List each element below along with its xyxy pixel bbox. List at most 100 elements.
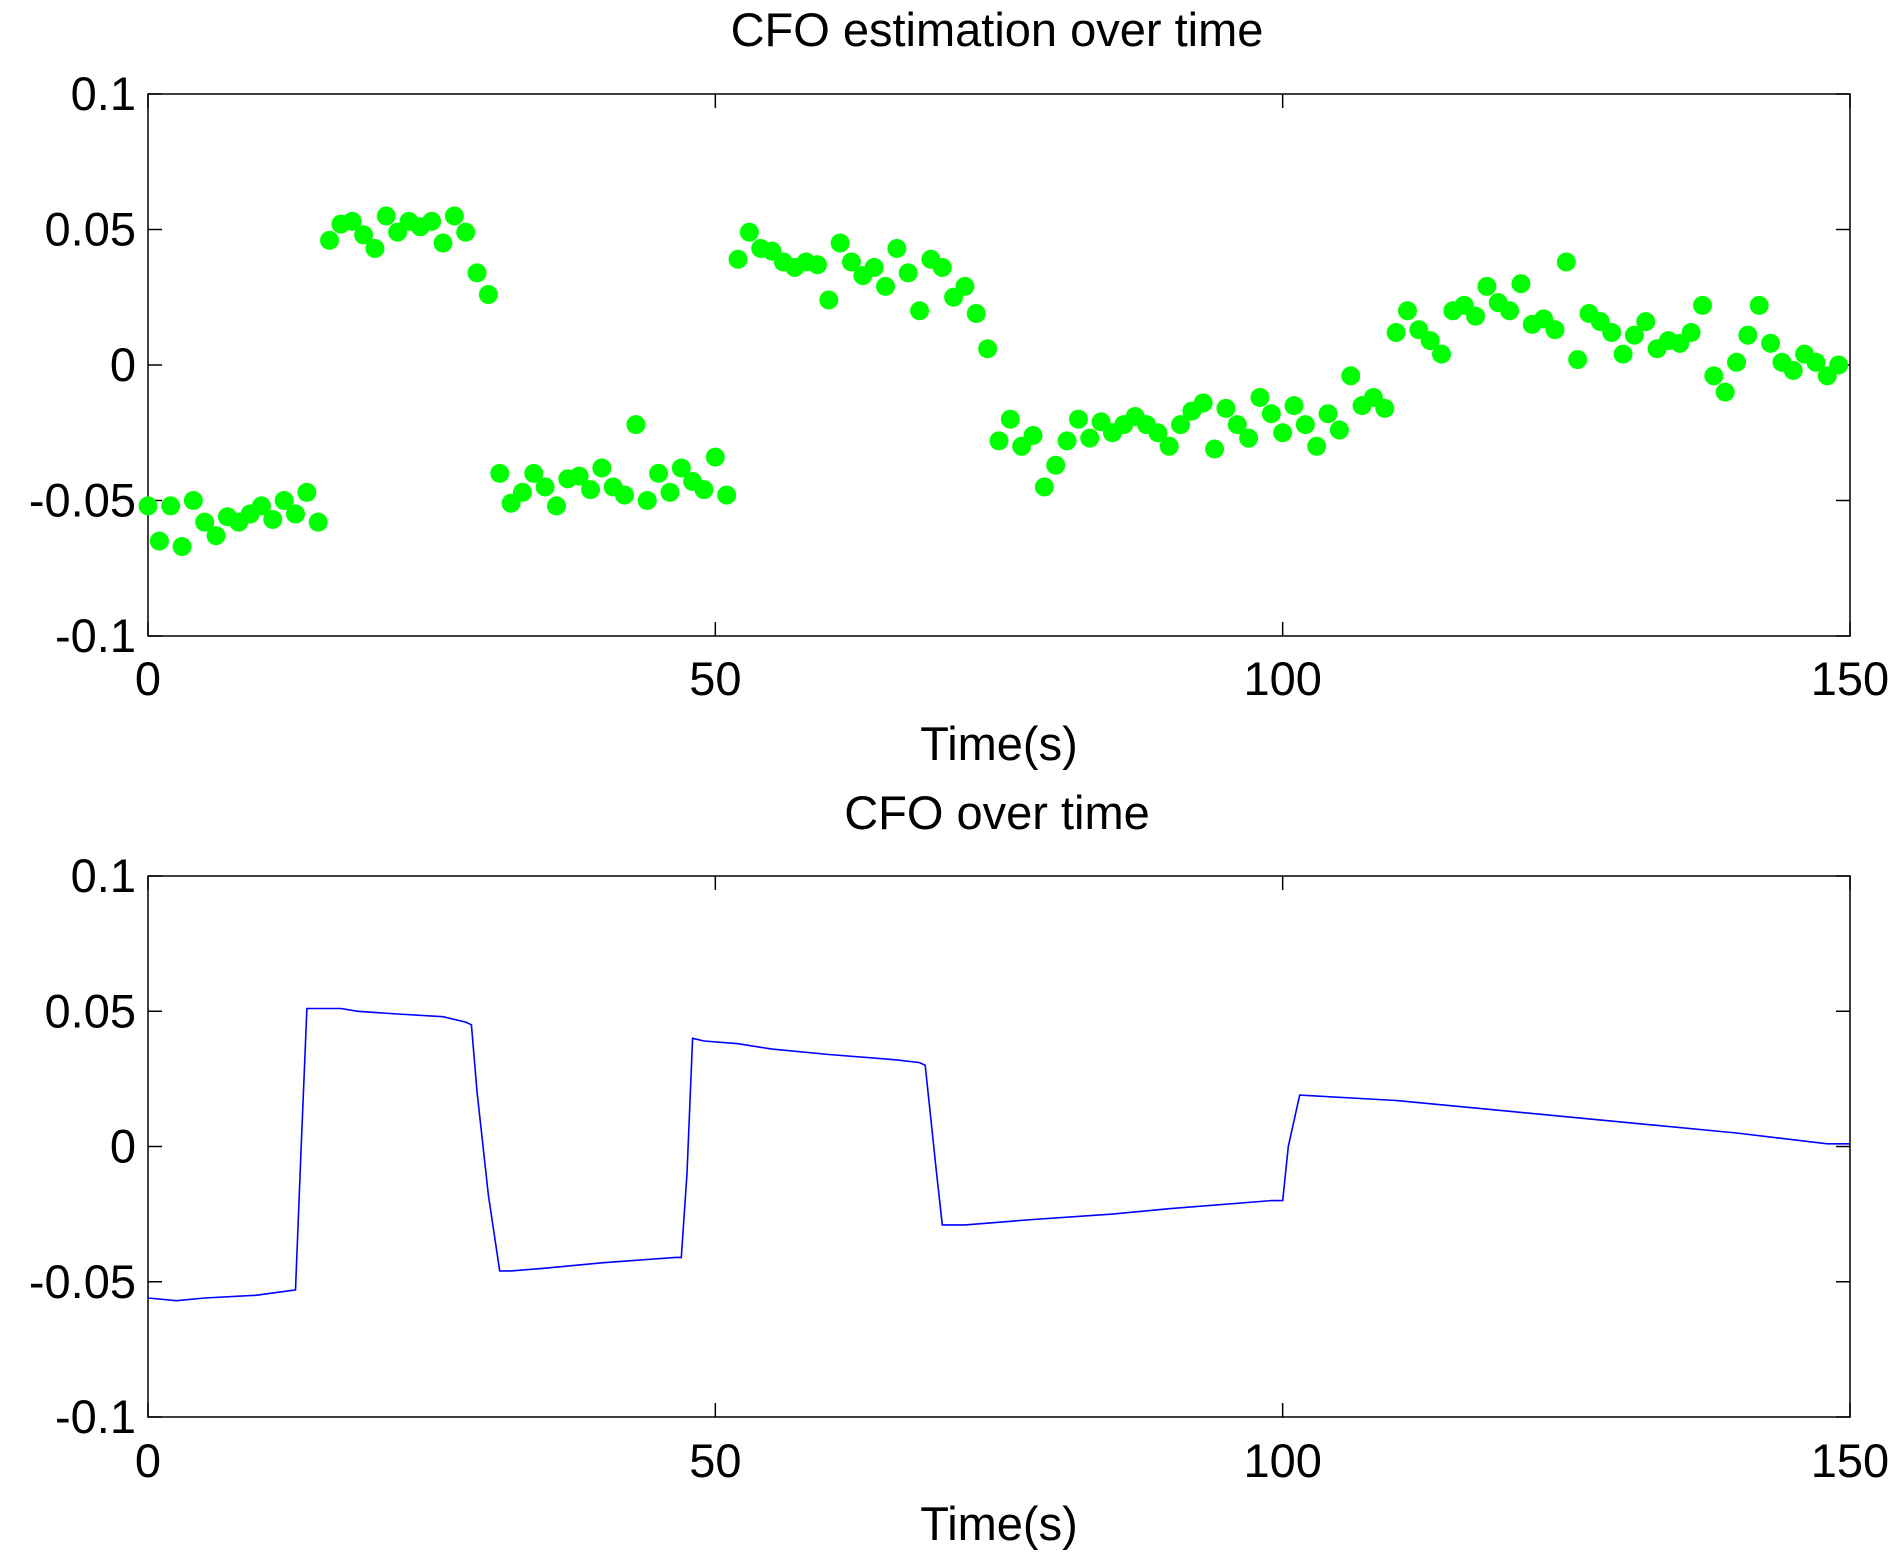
- data-point: [694, 480, 714, 500]
- y-tick-label: 0.05: [45, 984, 136, 1037]
- y-tick-label: -0.05: [29, 1255, 136, 1308]
- tick-group: 0 50 100 150 0.1 0.05 0 -0.05 -0.1: [29, 67, 1889, 705]
- data-point: [739, 222, 759, 242]
- data-point: [1193, 393, 1213, 413]
- data-point: [1738, 325, 1758, 345]
- data-point: [1057, 431, 1077, 451]
- data-point: [1318, 404, 1338, 424]
- data-point: [1692, 295, 1712, 315]
- data-point: [149, 531, 169, 551]
- data-point: [592, 458, 612, 478]
- line-series: [147, 1007, 1850, 1302]
- data-point: [1420, 331, 1440, 351]
- data-point: [195, 512, 215, 532]
- x-axis-label: Time(s): [920, 717, 1078, 770]
- data-point: [1329, 420, 1349, 440]
- data-point: [1829, 355, 1849, 375]
- data-point: [172, 537, 192, 557]
- data-point: [1500, 301, 1520, 321]
- data-point: [274, 491, 294, 510]
- y-tick-label: 0.1: [71, 849, 136, 902]
- data-point: [490, 463, 510, 483]
- data-point: [546, 496, 566, 516]
- data-point: [1624, 325, 1644, 345]
- data-point: [1261, 404, 1281, 424]
- data-point: [512, 482, 532, 502]
- data-point: [1171, 415, 1191, 435]
- data-point: [1636, 312, 1656, 332]
- data-point: [615, 485, 635, 505]
- data-point: [365, 238, 385, 258]
- axes-box: [147, 93, 1851, 637]
- data-point: [308, 512, 328, 532]
- y-tick-label: -0.1: [55, 1390, 136, 1443]
- data-point: [717, 485, 737, 505]
- data-point: [206, 526, 226, 546]
- data-point: [626, 415, 646, 435]
- data-point: [1806, 352, 1826, 372]
- data-point: [342, 211, 362, 231]
- data-point: [569, 466, 589, 486]
- axes-box: [147, 875, 1851, 1418]
- data-point: [1761, 333, 1781, 353]
- x-tick-label: 50: [689, 1434, 741, 1487]
- series-line: [147, 1007, 1850, 1302]
- data-point: [671, 458, 691, 478]
- data-point: [422, 211, 442, 231]
- cfo-line-subplot: CFO over time 0 50 100 150 0.1 0.05 0 -0.05 -0.1…: [29, 786, 1889, 1550]
- data-point: [1295, 415, 1315, 435]
- y-tick-label: 0.1: [71, 67, 136, 120]
- data-point: [263, 509, 283, 529]
- data-point: [1341, 366, 1361, 386]
- data-point: [989, 431, 1009, 451]
- data-point: [1239, 428, 1259, 448]
- data-point: [467, 263, 487, 283]
- data-point: [966, 304, 986, 324]
- x-tick-label: 150: [1811, 1434, 1889, 1487]
- data-point: [138, 496, 158, 516]
- data-point: [286, 504, 306, 524]
- data-point: [1556, 252, 1576, 272]
- data-point: [1227, 415, 1247, 435]
- data-point: [1375, 398, 1395, 418]
- data-point: [376, 206, 396, 226]
- data-point: [1250, 388, 1270, 408]
- data-point: [1023, 425, 1043, 445]
- data-point: [819, 290, 839, 310]
- data-point: [637, 491, 657, 510]
- data-point: [1148, 423, 1168, 443]
- data-point: [807, 255, 827, 275]
- data-point: [1386, 322, 1406, 342]
- data-point: [898, 263, 918, 283]
- data-point: [1307, 436, 1327, 456]
- data-point: [1727, 352, 1747, 372]
- data-point: [1046, 455, 1066, 475]
- data-point: [1432, 344, 1452, 364]
- data-point: [864, 257, 884, 277]
- data-point: [887, 238, 907, 258]
- y-tick-label: 0.05: [45, 203, 136, 256]
- data-point: [1545, 320, 1565, 340]
- data-point: [1477, 276, 1497, 296]
- data-point: [649, 463, 669, 483]
- data-point: [297, 482, 317, 502]
- data-point: [1284, 396, 1304, 416]
- data-point: [978, 339, 998, 359]
- estimation-subplot: CFO estimation over time 0 50 100 150 0.1 0.0…: [29, 3, 1889, 770]
- x-tick-label: 0: [135, 1434, 161, 1487]
- data-point: [932, 257, 952, 277]
- y-tick-label: 0: [110, 1120, 136, 1173]
- data-point: [1068, 409, 1088, 429]
- x-axis-label: Time(s): [920, 1497, 1078, 1550]
- data-point: [1568, 350, 1588, 370]
- data-point: [251, 496, 271, 516]
- data-point: [1466, 306, 1486, 326]
- x-tick-label: 50: [689, 652, 741, 705]
- data-point: [524, 463, 544, 483]
- data-point: [705, 447, 725, 467]
- data-point: [456, 222, 476, 242]
- x-tick-label: 100: [1243, 1434, 1321, 1487]
- data-point: [183, 491, 203, 510]
- data-point: [444, 206, 464, 226]
